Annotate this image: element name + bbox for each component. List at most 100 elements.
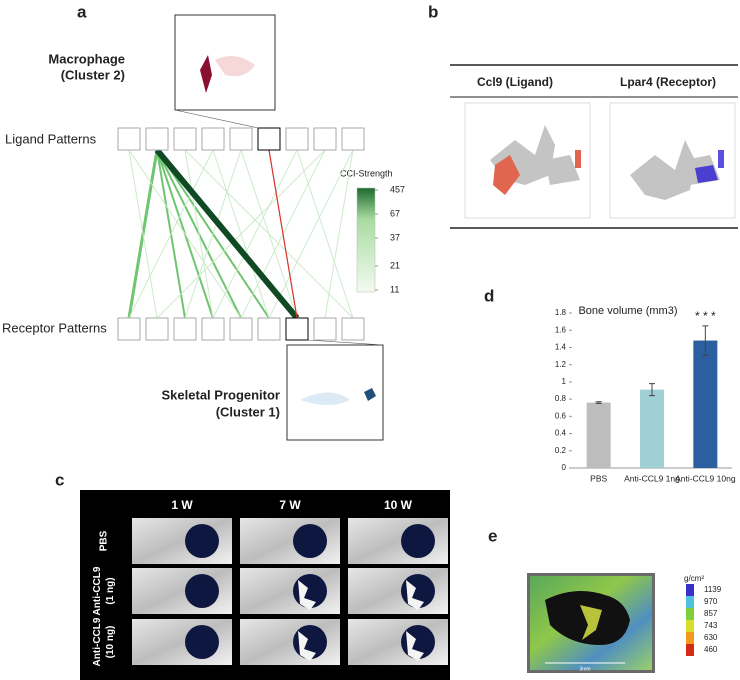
legend-title: CCI-Strength: [340, 168, 393, 178]
ligand-pattern: [229, 127, 253, 151]
link-selected: [268, 149, 298, 319]
column-header: Ccl9 (Ligand): [477, 75, 553, 89]
row-label: PBS: [99, 530, 110, 551]
regrowth: [406, 580, 424, 610]
receptor-pattern: [201, 317, 225, 341]
cluster-shape: [215, 56, 255, 77]
link: [240, 149, 298, 319]
row-label: (10 ng): [105, 626, 116, 659]
panel-label: c: [55, 470, 64, 489]
link: [268, 149, 354, 319]
defect: [293, 524, 327, 558]
error-bar: [649, 383, 655, 397]
scale-label: 743: [704, 621, 718, 630]
row-label: (1 ng): [105, 577, 116, 604]
regrowth: [406, 631, 424, 661]
x-tick-label: PBS: [590, 473, 607, 483]
legend-tick-label: 21: [390, 260, 400, 270]
umap-scale: [718, 150, 724, 168]
ligand-label: Ligand Patterns: [5, 131, 97, 146]
skeletal-label: Skeletal Progenitor: [162, 387, 280, 402]
annotation: * * *: [695, 309, 716, 323]
macrophage-label: (Cluster 2): [61, 67, 125, 82]
error-bar: [702, 325, 709, 356]
y-tick-label: 0.6: [555, 411, 567, 420]
panel-label: d: [484, 286, 494, 305]
y-tick-label: 0.2: [555, 446, 567, 455]
ligand-pattern: [145, 127, 169, 151]
panel-label: e: [488, 526, 497, 545]
link: [324, 149, 354, 319]
receptor-pattern: [229, 317, 253, 341]
ligand-pattern: [313, 127, 337, 151]
y-tick-label: 0: [562, 463, 567, 472]
y-tick-label: 1: [562, 377, 567, 386]
panel-d: Bone volume (mm3) 0 0.2 0.4 0.6 0.8 1 1.2 1.4 1.…: [555, 305, 736, 483]
skeletal-label: (Cluster 1): [216, 404, 280, 419]
callout: [174, 109, 259, 129]
scale-swatch: [686, 596, 694, 608]
scale-bar-label: 3mm: [579, 666, 590, 672]
receptor-pattern: [257, 317, 281, 341]
link: [296, 149, 354, 319]
scale-label: 857: [704, 609, 718, 618]
link: [156, 149, 326, 319]
panel-b: Ccl9 (Ligand) Lpar4 (Receptor): [450, 64, 738, 229]
bar: [640, 389, 664, 468]
macrophage-label: Macrophage: [48, 51, 125, 66]
callout: [307, 339, 384, 346]
defect: [401, 524, 435, 558]
ligand-pattern: [173, 127, 197, 151]
link: [128, 149, 158, 319]
receptor-pattern: [285, 317, 309, 341]
defect: [185, 574, 219, 608]
new-bone: [580, 605, 602, 640]
scale-label: 1139: [704, 585, 722, 594]
column-header: 7 W: [279, 498, 301, 512]
x-tick-label: Anti-CCL9 1ng: [624, 473, 680, 483]
ligand-pattern: [117, 127, 141, 151]
link-strong: [154, 148, 300, 320]
defect: [185, 625, 219, 659]
link: [212, 149, 298, 319]
y-tick-label: 1.2: [555, 360, 567, 369]
legend-tick-label: 67: [390, 208, 400, 218]
column-header: 1 W: [171, 498, 193, 512]
defect: [185, 524, 219, 558]
y-tick-label: 0.4: [555, 429, 567, 438]
legend-tick-label: 11: [390, 284, 399, 294]
panel-e: 3mm g/cm² 1139 970 857 743 630 460: [527, 573, 722, 673]
chart-title: Bone volume (mm3): [578, 305, 677, 317]
umap-cells: [630, 140, 720, 200]
ligand-pattern: [201, 127, 225, 151]
scale-label: 630: [704, 633, 718, 642]
umap-cells: [493, 155, 520, 195]
legend-tick-label: 37: [390, 232, 400, 242]
receptor-pattern: [341, 317, 365, 341]
y-tick-label: 0.8: [555, 394, 567, 403]
link: [128, 149, 242, 319]
legend-tick-label: 457: [390, 184, 405, 194]
receptor-pattern: [313, 317, 337, 341]
scale-label: 970: [704, 597, 718, 606]
receptor-pattern: [173, 317, 197, 341]
cluster-shape: [364, 388, 376, 401]
column-header: Lpar4 (Receptor): [620, 75, 716, 89]
panel-label: b: [428, 2, 438, 21]
umap-plot: [609, 102, 736, 219]
scale-swatch: [686, 608, 694, 620]
cluster-shape: [300, 392, 350, 405]
link: [184, 149, 214, 319]
bar: [586, 402, 611, 468]
umap-scale: [575, 150, 581, 168]
ligand-pattern: [285, 127, 309, 151]
cluster-shape: [200, 55, 212, 93]
ligand-pattern: [257, 127, 281, 151]
receptor-pattern: [145, 317, 169, 341]
unit-label: g/cm²: [684, 574, 704, 583]
row-label: Anti-CCL9: [92, 617, 103, 666]
scale-swatch: [686, 620, 694, 632]
scale-swatch: [686, 644, 694, 656]
regrowth: [298, 631, 316, 661]
